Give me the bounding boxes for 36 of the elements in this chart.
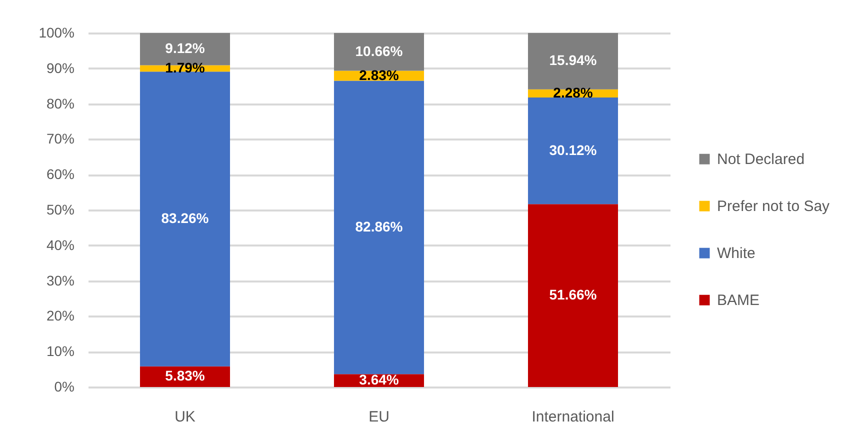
y-tick-label: 10% — [46, 343, 74, 360]
bar — [140, 72, 230, 366]
bar — [334, 33, 424, 71]
y-tick-label: 80% — [46, 95, 74, 112]
bar — [528, 98, 618, 204]
y-tick-label: 100% — [38, 24, 74, 40]
data-label: 30.12% — [549, 142, 598, 158]
legend-label: White — [717, 245, 756, 262]
y-tick-label: 60% — [46, 166, 74, 182]
data-label: 2.83% — [359, 66, 400, 83]
legend-label: Prefer not to Say — [717, 198, 830, 216]
data-label: 51.66% — [549, 286, 598, 303]
data-label: 10.66% — [355, 42, 404, 59]
y-tick-label: 20% — [46, 308, 74, 324]
data-label: 3.64% — [359, 372, 400, 388]
legend-label: Not Declared — [717, 151, 805, 168]
y-tick-label: 70% — [46, 130, 74, 147]
y-tick-label: 40% — [46, 236, 74, 253]
y-tick-label: 0% — [54, 378, 74, 394]
y-tick-label: 50% — [46, 202, 74, 218]
bar — [528, 33, 618, 90]
data-label: 83.26% — [161, 210, 210, 226]
x-tick-label: EU — [368, 408, 390, 426]
data-label: 5.83% — [165, 368, 206, 384]
y-tick-label: 30% — [46, 272, 74, 288]
y-tick-label: 90% — [46, 60, 74, 76]
x-tick-label: International — [532, 408, 614, 426]
bar — [334, 80, 424, 374]
bar — [528, 204, 618, 387]
data-label: 9.12% — [165, 40, 206, 56]
legend-label: BAME — [717, 292, 760, 310]
x-tick-label: UK — [174, 408, 196, 426]
data-label: 2.28% — [553, 84, 594, 100]
data-label: 1.79% — [165, 59, 206, 76]
data-label: 82.86% — [355, 218, 404, 234]
data-label: 15.94% — [549, 52, 598, 68]
